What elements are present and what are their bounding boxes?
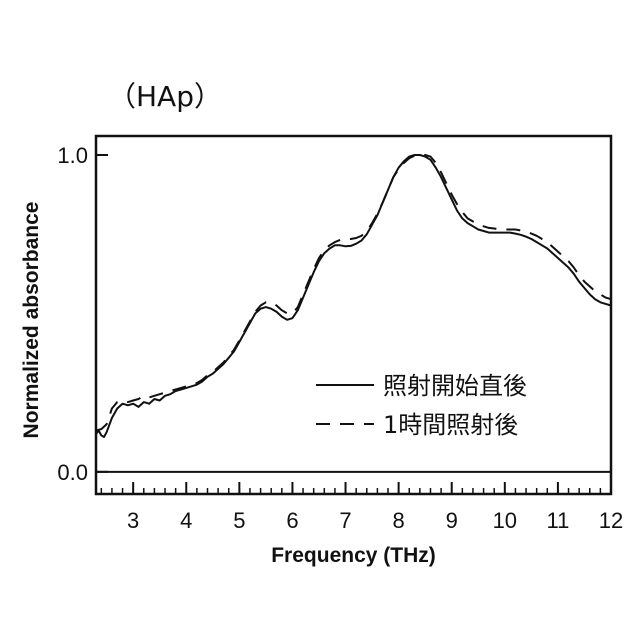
y-axis-title: Normalized absorbance xyxy=(20,202,43,439)
plot-frame xyxy=(96,136,611,494)
y-tick-label: 0.0 xyxy=(57,460,88,485)
x-tick-label: 12 xyxy=(599,508,623,533)
x-tick-label: 10 xyxy=(493,508,517,533)
x-tick-label: 9 xyxy=(446,508,458,533)
x-tick-label: 11 xyxy=(546,508,569,533)
x-tick-label: 5 xyxy=(233,508,245,533)
x-axis-title: Frequency (THz) xyxy=(271,544,436,567)
x-tick-label: 4 xyxy=(180,508,192,533)
x-tick-label: 8 xyxy=(393,508,405,533)
legend-label-series-2: 1時間照射後 xyxy=(383,411,518,439)
series-line-1-solid xyxy=(96,155,611,437)
series-line-2-dashed xyxy=(96,154,611,430)
x-tick-label: 7 xyxy=(339,508,351,533)
x-axis-ticks: 3 4 5 6 7 8 9 10 11 12 xyxy=(127,482,623,533)
chart-title: （HAp） xyxy=(108,80,222,113)
x-tick-label: 6 xyxy=(286,508,298,533)
legend: 照射開始直後 1時間照射後 xyxy=(316,372,527,439)
x-tick-label: 3 xyxy=(127,508,139,533)
legend-label-series-1: 照射開始直後 xyxy=(383,372,527,400)
y-tick-label: 1.0 xyxy=(57,143,88,168)
series-layer xyxy=(96,154,611,437)
